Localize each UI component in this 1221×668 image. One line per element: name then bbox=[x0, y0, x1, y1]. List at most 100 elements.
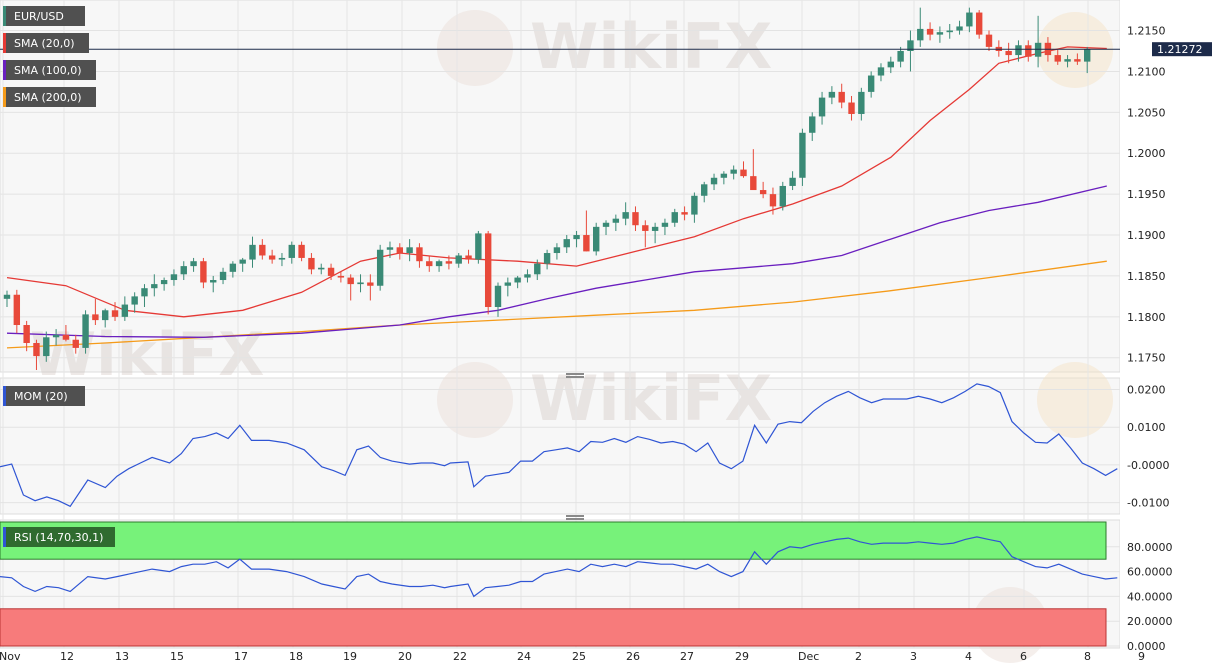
candle-body bbox=[779, 185, 786, 207]
candle bbox=[710, 173, 718, 191]
candle bbox=[376, 244, 384, 291]
candles bbox=[3, 7, 1091, 370]
candle bbox=[484, 230, 492, 315]
candle bbox=[337, 271, 345, 283]
legend-mom-bg bbox=[3, 386, 85, 406]
candle-body bbox=[897, 50, 904, 62]
candle bbox=[278, 253, 286, 267]
candle-body bbox=[33, 343, 40, 357]
candle bbox=[818, 91, 826, 125]
candle-body bbox=[504, 282, 512, 286]
candle-body bbox=[3, 294, 11, 299]
current-price-tag-bg bbox=[1152, 42, 1212, 57]
candle-body bbox=[170, 274, 178, 281]
candle bbox=[956, 20, 963, 35]
candle-body bbox=[661, 222, 669, 227]
candle-body bbox=[92, 314, 99, 321]
candle-body bbox=[809, 116, 816, 133]
candle bbox=[288, 241, 295, 264]
legend-rsi[interactable]: RSI (14,70,30,1) bbox=[3, 527, 115, 547]
time-tick-label: Dec bbox=[798, 650, 819, 663]
panel-resize-handle-2[interactable] bbox=[566, 515, 584, 520]
candle-body bbox=[867, 75, 875, 92]
time-tick-label: 8 bbox=[1084, 650, 1091, 663]
candle bbox=[730, 165, 737, 180]
candle bbox=[494, 282, 502, 317]
candle-body bbox=[632, 212, 639, 226]
candle bbox=[52, 329, 60, 346]
candle-body bbox=[82, 314, 89, 348]
candle-body bbox=[278, 257, 286, 260]
candle-body bbox=[219, 271, 227, 281]
candle-body bbox=[720, 173, 728, 178]
candle-body bbox=[1064, 59, 1071, 62]
candle bbox=[828, 86, 836, 105]
panel-resize-handle-1-bar-bottom bbox=[566, 376, 584, 378]
candle bbox=[681, 206, 688, 221]
candle-body bbox=[43, 337, 50, 357]
candle bbox=[887, 56, 894, 74]
panel-resize-handle-1[interactable] bbox=[566, 373, 584, 378]
candle bbox=[396, 243, 403, 260]
time-tick-label: 29 bbox=[735, 650, 749, 663]
candle bbox=[435, 259, 443, 272]
rsi-oversold-zone bbox=[0, 608, 1107, 647]
candle-body bbox=[367, 282, 374, 286]
candle bbox=[848, 95, 855, 121]
candle-body bbox=[534, 263, 541, 275]
legend-symbol[interactable]: EUR/USD bbox=[3, 6, 85, 26]
time-tick-label: 22 bbox=[453, 650, 467, 663]
candle-body bbox=[936, 32, 944, 35]
candle-body bbox=[691, 195, 698, 215]
candle bbox=[268, 249, 276, 264]
candle-body bbox=[484, 233, 492, 308]
candle-body bbox=[308, 257, 315, 270]
candle bbox=[858, 87, 865, 121]
candle bbox=[769, 187, 777, 215]
candle-body bbox=[681, 212, 688, 215]
candle bbox=[33, 339, 40, 370]
candle bbox=[612, 214, 620, 231]
candle-body bbox=[818, 97, 826, 117]
candle-body bbox=[455, 255, 462, 264]
candle-body bbox=[573, 235, 580, 240]
time-tick-label: 2 bbox=[855, 650, 862, 663]
candle bbox=[543, 249, 551, 270]
rsi-line bbox=[0, 536, 1118, 598]
legend-sma100-label: SMA (100,0) bbox=[14, 64, 82, 77]
candle bbox=[298, 241, 305, 262]
watermark-logo-2 bbox=[437, 362, 513, 438]
candle-body bbox=[406, 247, 413, 254]
candle-body bbox=[750, 176, 757, 191]
candle-body bbox=[563, 239, 570, 248]
candle-body bbox=[917, 28, 924, 41]
legend-sma100-swatch bbox=[3, 60, 6, 80]
candle bbox=[907, 30, 914, 72]
candle-body bbox=[465, 255, 472, 260]
legend-mom[interactable]: MOM (20) bbox=[3, 386, 85, 406]
legend-sma100[interactable]: SMA (100,0) bbox=[3, 60, 96, 80]
rsi-tick-label: 0.0000 bbox=[1127, 640, 1166, 653]
rsi-tick-label: 40.0000 bbox=[1127, 590, 1173, 603]
candle-body bbox=[926, 28, 934, 35]
candle bbox=[92, 298, 99, 326]
candle-body bbox=[907, 40, 914, 51]
time-tick-label: Nov bbox=[0, 650, 21, 663]
candle bbox=[1084, 46, 1091, 74]
legend-sma20[interactable]: SMA (20,0) bbox=[3, 33, 89, 53]
candle bbox=[1015, 40, 1022, 62]
candle-body bbox=[337, 275, 345, 278]
panel-resize-handle-1-bar-top bbox=[566, 373, 584, 375]
candle-body bbox=[583, 235, 590, 252]
candle-body bbox=[799, 132, 806, 178]
candle bbox=[426, 255, 433, 272]
legend-sma200[interactable]: SMA (200,0) bbox=[3, 87, 96, 107]
candle-body bbox=[357, 282, 364, 285]
time-tick-label: 3 bbox=[910, 650, 917, 663]
legend-mom-swatch bbox=[3, 386, 6, 406]
candle-body bbox=[131, 296, 138, 305]
mom-line bbox=[0, 383, 1118, 508]
panel-resize-handle-2-bar-top bbox=[566, 515, 584, 517]
candle bbox=[966, 7, 973, 33]
candle-body bbox=[445, 261, 453, 264]
